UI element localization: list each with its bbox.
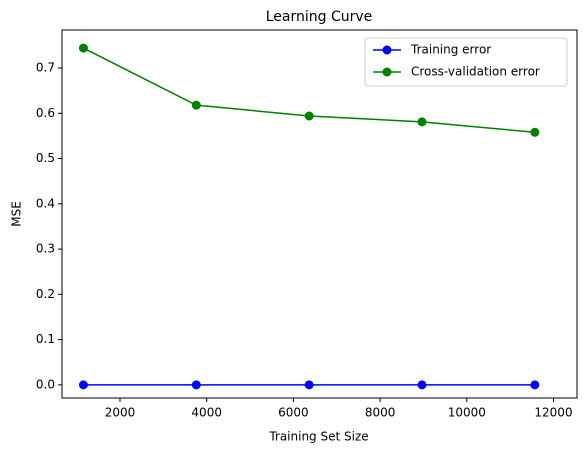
x-axis-label: Training Set Size [268,430,368,444]
y-tick-label: 0.6 [36,106,55,120]
data-point [304,111,314,121]
data-point [530,380,540,390]
data-point [78,380,88,390]
legend-marker [382,45,392,55]
x-tick-label: 8000 [365,406,396,420]
legend-box [364,37,568,87]
legend-label: Training error [410,43,491,57]
legend-marker [382,67,392,77]
data-point [304,380,314,390]
x-tick-label: 12000 [534,406,572,420]
plot-frame [61,29,578,399]
y-tick-label: 0.5 [36,151,55,165]
data-point [417,380,427,390]
chart-title: Learning Curve [266,9,373,25]
x-tick-label: 6000 [278,406,309,420]
data-point [417,117,427,127]
x-tick-label: 10000 [448,406,486,420]
y-axis-label: MSE [10,201,24,227]
y-tick-label: 0.7 [36,61,55,75]
y-tick-label: 0.3 [36,242,55,256]
legend-label: Cross-validation error [411,65,540,79]
x-tick-label: 4000 [191,406,222,420]
y-tick-label: 0.1 [36,332,55,346]
data-point [530,127,540,137]
x-tick-label: 2000 [105,406,136,420]
data-point [78,43,88,53]
data-point [191,100,201,110]
data-point [191,380,201,390]
y-tick-label: 0.4 [36,196,55,210]
y-tick-label: 0.2 [36,287,55,301]
y-tick-label: 0.0 [36,377,55,391]
